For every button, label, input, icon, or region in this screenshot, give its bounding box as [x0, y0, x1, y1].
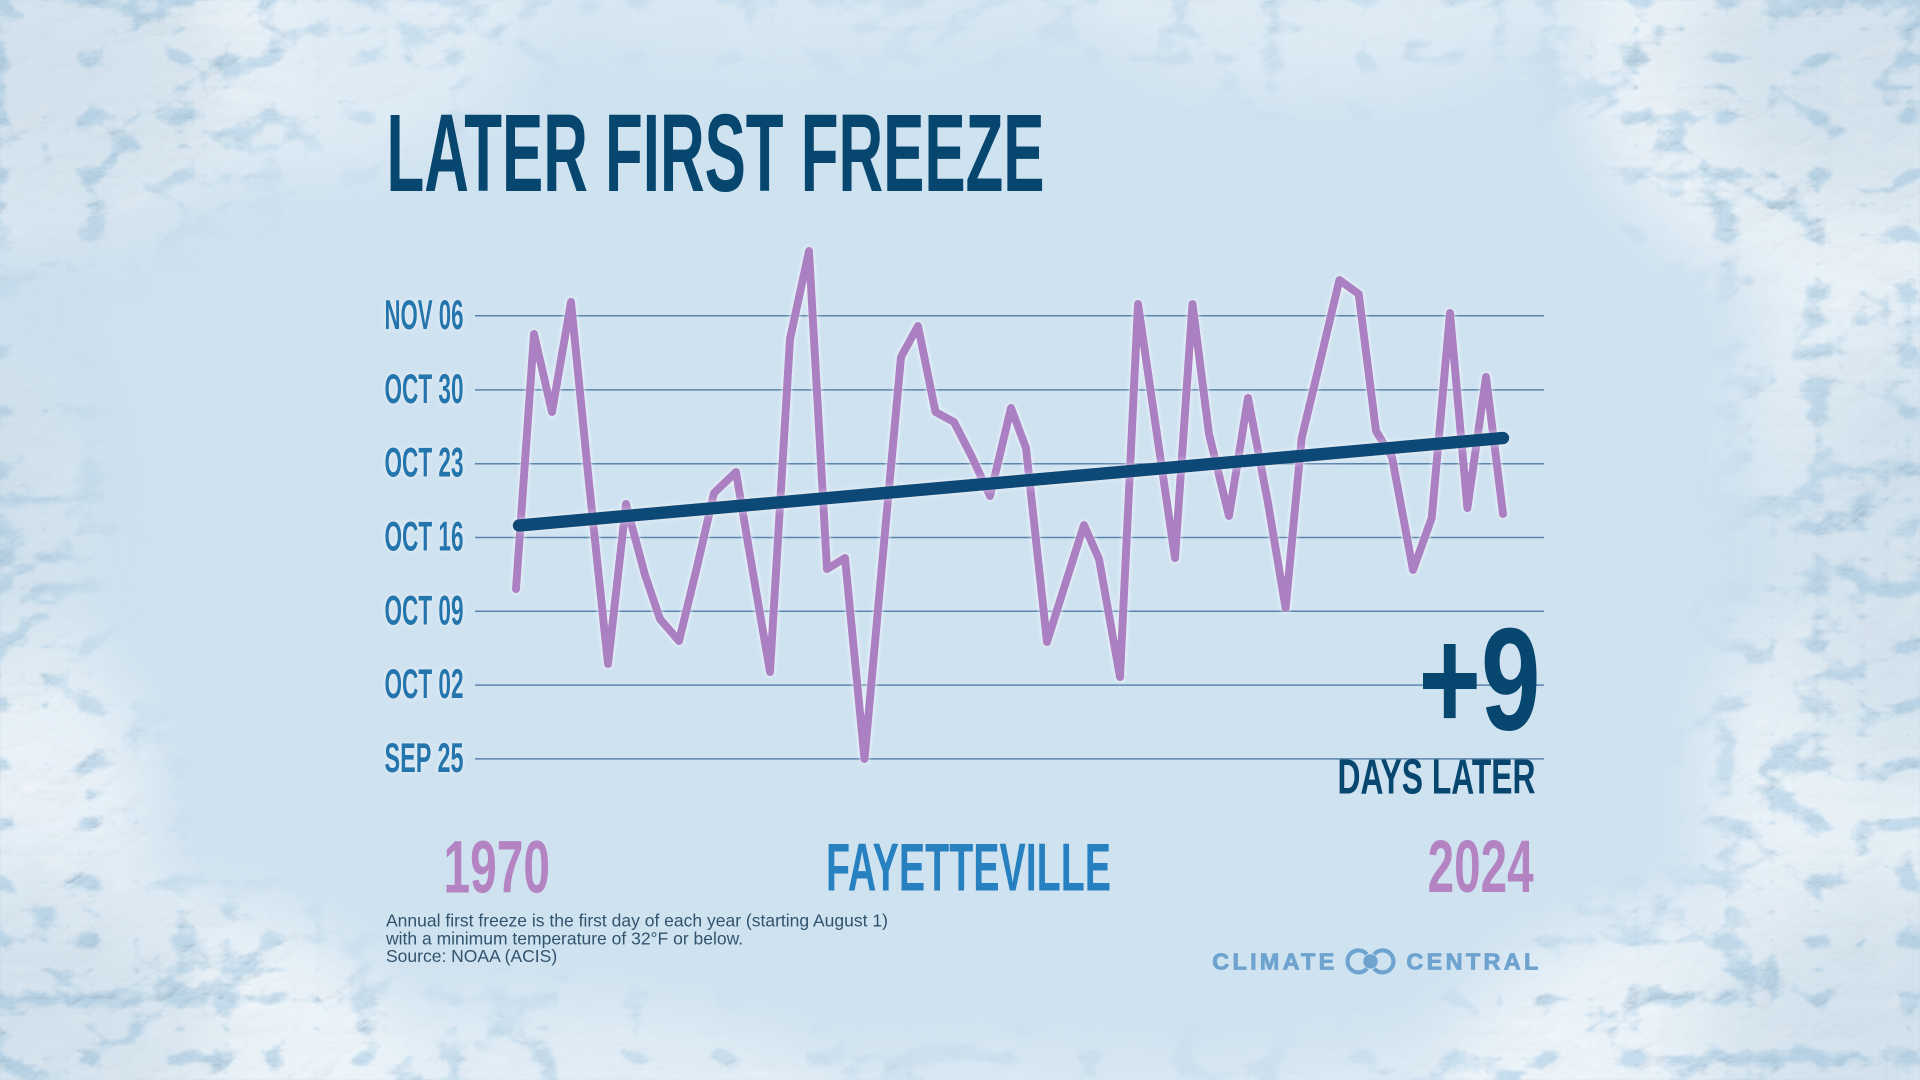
svg-text:OCT 09: OCT 09	[385, 586, 464, 633]
svg-text:1970: 1970	[444, 826, 551, 909]
svg-text:LATER FIRST FREEZE: LATER FIRST FREEZE	[387, 92, 1045, 215]
svg-text:OCT 02: OCT 02	[385, 660, 464, 707]
svg-text:+9: +9	[1419, 598, 1541, 761]
svg-text:DAYS LATER: DAYS LATER	[1338, 750, 1536, 805]
svg-text:CENTRAL: CENTRAL	[1406, 949, 1538, 975]
svg-text:2024: 2024	[1428, 825, 1534, 908]
svg-text:with a minimum temperature of: with a minimum temperature of 32°F or be…	[385, 928, 743, 948]
svg-text:OCT 23: OCT 23	[385, 439, 464, 486]
svg-text:OCT 16: OCT 16	[385, 513, 464, 560]
svg-text:Annual first freeze is the fir: Annual first freeze is the first day of …	[386, 911, 888, 931]
svg-text:OCT 30: OCT 30	[385, 365, 464, 412]
svg-text:NOV 06: NOV 06	[385, 291, 464, 338]
svg-text:Source: NOAA (ACIS): Source: NOAA (ACIS)	[386, 946, 557, 966]
svg-text:SEP 25: SEP 25	[385, 734, 464, 781]
svg-text:CLIMATE: CLIMATE	[1212, 949, 1334, 975]
svg-text:FAYETTEVILLE: FAYETTEVILLE	[826, 831, 1111, 906]
